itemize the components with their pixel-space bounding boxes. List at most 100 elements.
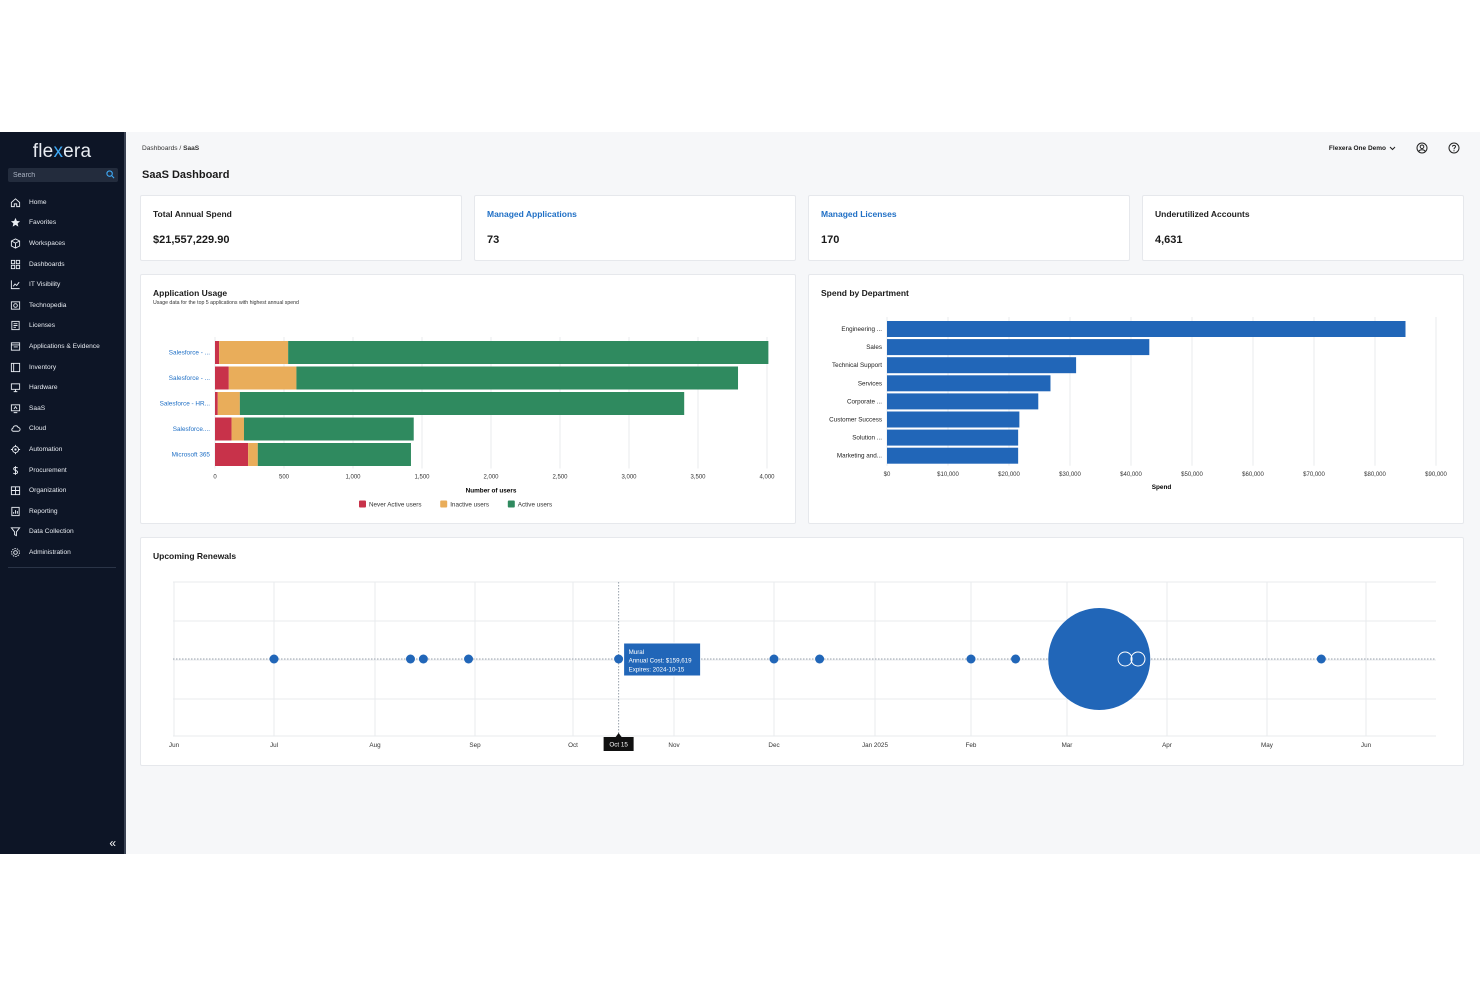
- star-icon: [10, 218, 21, 228]
- kpi-value: 4,631: [1155, 234, 1183, 246]
- x-tick-label: $70,000: [1303, 472, 1325, 478]
- tooltip-line: Expires: 2024-10-15: [629, 666, 685, 673]
- bar-segment: [243, 417, 414, 441]
- x-tick-label: 500: [279, 475, 290, 481]
- kpi-label[interactable]: Managed Licenses: [821, 209, 897, 219]
- x-tick-label: 4,000: [759, 475, 775, 481]
- account-name: Flexera One Demo: [1328, 144, 1386, 152]
- x-tick-label: $0: [884, 472, 891, 478]
- sidebar-item-hardware[interactable]: Hardware: [0, 377, 124, 398]
- collapse-sidebar-icon[interactable]: «: [109, 836, 116, 850]
- sidebar-item-licenses[interactable]: Licenses: [0, 316, 124, 337]
- cloud-icon: [11, 425, 21, 433]
- search-icon[interactable]: [106, 170, 115, 179]
- kpi-label[interactable]: Managed Applications: [487, 209, 577, 219]
- sidebar-item-dashboards[interactable]: Dashboards: [0, 254, 124, 275]
- x-tick-label: Sep: [469, 742, 481, 749]
- sidebar-item-label: Applications & Evidence: [29, 342, 100, 350]
- kpi-value: 170: [821, 234, 840, 246]
- renewal-point: [614, 654, 624, 664]
- home-icon: [10, 198, 21, 207]
- y-category-label: Salesforce - ...: [169, 350, 210, 357]
- spend-bar: [887, 375, 1051, 392]
- bar-segment: [215, 392, 218, 415]
- user-profile-icon[interactable]: [1416, 142, 1428, 154]
- sidebar-item-inventory[interactable]: Inventory: [0, 357, 124, 378]
- x-tick-label: Mar: [1062, 742, 1073, 749]
- sidebar-item-reporting[interactable]: Reporting: [0, 501, 124, 522]
- sidebar-item-cloud[interactable]: Cloud: [0, 419, 124, 440]
- renewal-point: [966, 654, 976, 664]
- sidebar-item-favorites[interactable]: Favorites: [0, 213, 124, 234]
- sidebar-item-data-collection[interactable]: Data Collection: [0, 522, 124, 543]
- x-tick-label: Jun: [169, 742, 180, 749]
- flexera-logo[interactable]: fle x era: [0, 132, 124, 168]
- logo-text-3: era: [63, 141, 92, 162]
- x-tick-label: $50,000: [1181, 472, 1203, 478]
- x-tick-label: Nov: [668, 742, 680, 749]
- sidebar-item-label: Organization: [29, 487, 67, 495]
- x-tick-label: $60,000: [1242, 472, 1264, 478]
- x-tick-label: 1,500: [414, 475, 430, 481]
- spend-bar: [887, 447, 1019, 464]
- bar-segment: [215, 366, 229, 390]
- upcoming-renewals-title: Upcoming Renewals: [153, 551, 237, 561]
- sidebar-item-label: Licenses: [29, 322, 56, 330]
- sidebar-item-organization[interactable]: Organization: [0, 480, 124, 501]
- search-box: [8, 168, 118, 182]
- logo-text-2: x: [53, 141, 64, 162]
- legend-swatch: [359, 500, 366, 508]
- cube-icon: [10, 238, 21, 249]
- spend-bar: [887, 357, 1077, 374]
- x-tick-label: 1,000: [345, 475, 361, 481]
- sidebar-item-it-visibility[interactable]: IT Visibility: [0, 274, 124, 295]
- tooltip-line: Mural: [629, 649, 644, 656]
- logo-text-1: fle: [32, 141, 54, 162]
- sidebar-item-saas[interactable]: SaaS: [0, 398, 124, 419]
- sidebar-item-label: IT Visibility: [29, 281, 61, 289]
- x-tick-label: $10,000: [937, 472, 959, 478]
- spend-bar: [887, 393, 1039, 410]
- x-tick-label: $80,000: [1364, 472, 1386, 478]
- bar-segment: [215, 417, 232, 441]
- spend-by-department-title: Spend by Department: [821, 288, 909, 298]
- sidebar-item-home[interactable]: Home: [0, 192, 124, 213]
- sidebar-item-workspaces[interactable]: Workspaces: [0, 233, 124, 254]
- sidebar-item-automation[interactable]: Automation: [0, 439, 124, 460]
- x-tick-label: $30,000: [1059, 472, 1081, 478]
- sidebar-item-technopedia[interactable]: Technopedia: [0, 295, 124, 316]
- kpi-card-managed-applications[interactable]: Managed Applications 73: [474, 195, 796, 261]
- sidebar-item-procurement[interactable]: Procurement: [0, 460, 124, 481]
- kpi-card-managed-licenses[interactable]: Managed Licenses 170: [808, 195, 1130, 261]
- sidebar-item-applications-evidence[interactable]: Applications & Evidence: [0, 336, 124, 357]
- x-tick-label: 0: [213, 475, 217, 481]
- gear-icon: [11, 547, 20, 557]
- grid-icon: [10, 259, 21, 269]
- x-tick-label: 2,500: [552, 475, 568, 481]
- y-category-label: Solution ...: [852, 435, 882, 442]
- x-tick-label: May: [1261, 742, 1274, 749]
- account-switcher[interactable]: Flexera One Demo: [1329, 145, 1396, 152]
- sidebar-item-label: Home: [29, 198, 47, 206]
- y-category-label: Services: [858, 380, 882, 387]
- y-category-label: Salesforce - HR...: [160, 401, 211, 408]
- crosshair-label-pointer: [615, 733, 622, 737]
- sidebar-item-label: Hardware: [29, 384, 58, 392]
- y-category-label: Customer Success: [829, 417, 882, 424]
- search-input[interactable]: [8, 171, 98, 179]
- help-icon[interactable]: [1448, 142, 1460, 154]
- spend-bar: [887, 429, 1019, 446]
- spend-by-department-card: Spend by Department $0 $10,000 $20,000 $30,…: [808, 274, 1464, 524]
- bar-segment: [288, 341, 769, 364]
- sidebar-item-administration[interactable]: Administration: [0, 542, 124, 563]
- sidebar-item-label: Inventory: [29, 363, 57, 371]
- kpi-card-underutilized-accounts: Underutilized Accounts 4,631: [1142, 195, 1464, 261]
- bar-segment: [228, 366, 297, 390]
- page-title: SaaS Dashboard: [142, 169, 230, 181]
- application-usage-title: Application Usage: [153, 288, 228, 298]
- top-right-controls: Flexera One Demo: [1329, 142, 1460, 154]
- y-category-label: Marketing and...: [837, 453, 882, 460]
- breadcrumb-dashboards[interactable]: Dashboards: [142, 145, 178, 152]
- x-tick-label: 3,500: [690, 475, 706, 481]
